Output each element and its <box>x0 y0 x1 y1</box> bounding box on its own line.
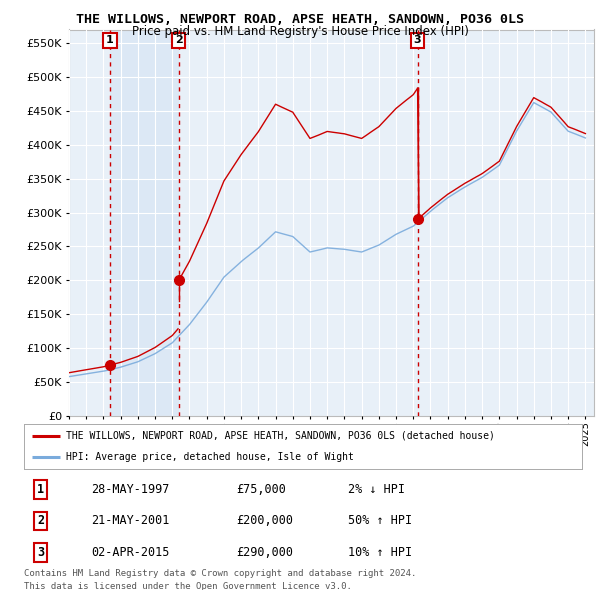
Bar <box>110 30 179 416</box>
Text: 3: 3 <box>414 35 421 45</box>
Text: 2% ↓ HPI: 2% ↓ HPI <box>347 483 404 496</box>
Text: 28-MAY-1997: 28-MAY-1997 <box>91 483 169 496</box>
Text: THE WILLOWS, NEWPORT ROAD, APSE HEATH, SANDOWN, PO36 0LS: THE WILLOWS, NEWPORT ROAD, APSE HEATH, S… <box>76 13 524 26</box>
Text: 50% ↑ HPI: 50% ↑ HPI <box>347 514 412 527</box>
Text: Price paid vs. HM Land Registry's House Price Index (HPI): Price paid vs. HM Land Registry's House … <box>131 25 469 38</box>
Text: 1: 1 <box>106 35 114 45</box>
Text: 2: 2 <box>37 514 44 527</box>
Text: THE WILLOWS, NEWPORT ROAD, APSE HEATH, SANDOWN, PO36 0LS (detached house): THE WILLOWS, NEWPORT ROAD, APSE HEATH, S… <box>66 431 495 441</box>
Text: 02-APR-2015: 02-APR-2015 <box>91 546 169 559</box>
Text: 2: 2 <box>175 35 182 45</box>
Text: 21-MAY-2001: 21-MAY-2001 <box>91 514 169 527</box>
Text: 10% ↑ HPI: 10% ↑ HPI <box>347 546 412 559</box>
Text: Contains HM Land Registry data © Crown copyright and database right 2024.: Contains HM Land Registry data © Crown c… <box>24 569 416 578</box>
Text: £290,000: £290,000 <box>236 546 293 559</box>
Text: £200,000: £200,000 <box>236 514 293 527</box>
Text: This data is licensed under the Open Government Licence v3.0.: This data is licensed under the Open Gov… <box>24 582 352 590</box>
Text: HPI: Average price, detached house, Isle of Wight: HPI: Average price, detached house, Isle… <box>66 452 354 462</box>
Text: 3: 3 <box>37 546 44 559</box>
Bar <box>179 30 418 416</box>
Text: 1: 1 <box>37 483 44 496</box>
Text: £75,000: £75,000 <box>236 483 286 496</box>
